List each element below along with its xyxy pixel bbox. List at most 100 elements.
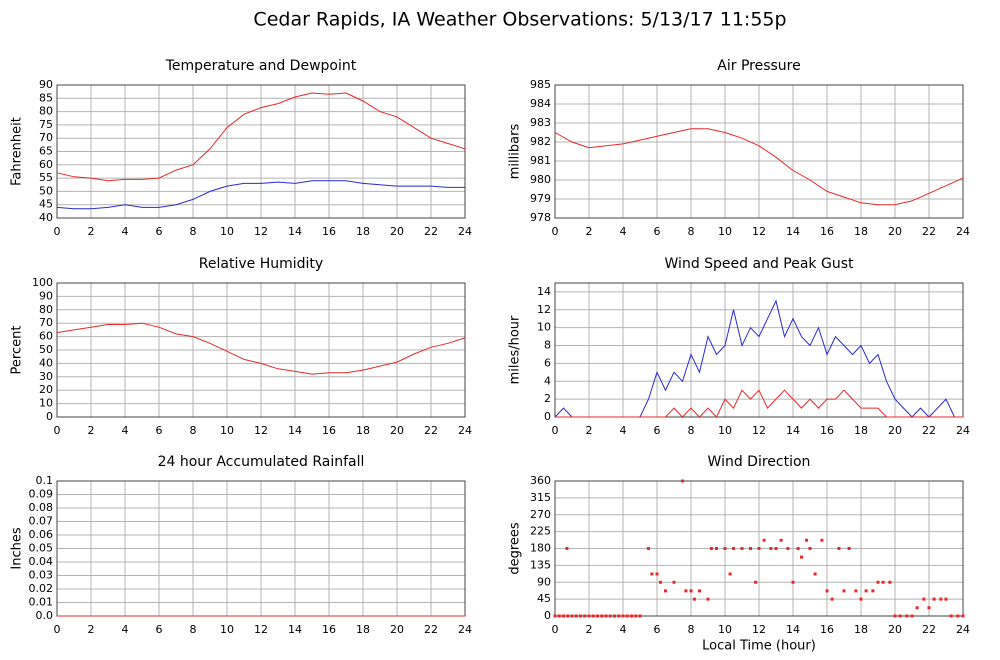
y-tick-label: 985 bbox=[530, 78, 551, 91]
x-tick-label: 0 bbox=[552, 623, 559, 636]
x-tick-label: 10 bbox=[718, 225, 732, 238]
x-tick-label: 20 bbox=[888, 225, 902, 238]
x-tick-label: 2 bbox=[586, 424, 593, 437]
y-tick-label: 0.0 bbox=[36, 609, 54, 622]
data-point bbox=[949, 614, 953, 618]
y-axis-label: Fahrenheit bbox=[10, 117, 25, 186]
x-tick-label: 10 bbox=[220, 225, 234, 238]
data-point bbox=[583, 614, 587, 618]
data-point bbox=[608, 614, 612, 618]
x-tick-label: 24 bbox=[956, 424, 970, 437]
data-line bbox=[56, 92, 466, 182]
data-point bbox=[910, 614, 914, 618]
data-point bbox=[762, 538, 766, 542]
x-tick-label: 12 bbox=[254, 623, 268, 636]
x-tick-label: 10 bbox=[718, 424, 732, 437]
x-tick-label: 0 bbox=[54, 623, 61, 636]
data-point bbox=[591, 614, 595, 618]
data-point bbox=[565, 547, 569, 550]
y-tick-label: 982 bbox=[530, 135, 551, 148]
x-tick-label: 12 bbox=[254, 225, 268, 238]
y-tick-label: 0.03 bbox=[29, 569, 54, 582]
x-tick-label: 18 bbox=[854, 225, 868, 238]
y-tick-label: 270 bbox=[530, 508, 551, 521]
x-tick-label: 6 bbox=[654, 424, 661, 437]
y-tick-label: 70 bbox=[39, 131, 53, 144]
x-tick-label: 8 bbox=[688, 225, 695, 238]
data-point bbox=[791, 580, 795, 584]
data-point bbox=[842, 589, 846, 593]
data-point bbox=[638, 614, 642, 618]
data-point bbox=[800, 555, 803, 559]
y-tick-label: 12 bbox=[537, 303, 551, 316]
data-point bbox=[871, 589, 875, 593]
data-point bbox=[664, 589, 667, 593]
data-point bbox=[625, 614, 629, 618]
x-tick-label: 12 bbox=[254, 424, 268, 437]
chart-title: Air Pressure bbox=[717, 58, 800, 74]
x-tick-label: 6 bbox=[156, 225, 163, 238]
x-tick-label: 20 bbox=[888, 424, 902, 437]
chart-title: Temperature and Dewpoint bbox=[165, 58, 357, 74]
x-tick-label: 22 bbox=[922, 424, 936, 437]
y-tick-label: 60 bbox=[39, 158, 53, 171]
y-tick-label: 70 bbox=[39, 316, 53, 329]
x-tick-label: 2 bbox=[88, 424, 95, 437]
x-tick-label: 18 bbox=[854, 424, 868, 437]
x-tick-label: 16 bbox=[820, 623, 834, 636]
data-point bbox=[796, 547, 800, 550]
data-point bbox=[647, 547, 650, 550]
data-point bbox=[927, 606, 931, 610]
x-tick-label: 22 bbox=[922, 623, 936, 636]
data-point bbox=[728, 572, 732, 576]
y-tick-label: 6 bbox=[544, 356, 551, 369]
data-line bbox=[554, 128, 964, 206]
y-tick-label: 180 bbox=[530, 542, 551, 555]
x-tick-label: 2 bbox=[88, 225, 95, 238]
y-axis-label: Inches bbox=[10, 527, 25, 569]
data-point bbox=[893, 614, 897, 618]
data-point bbox=[820, 538, 824, 542]
x-tick-label: 16 bbox=[322, 225, 336, 238]
data-point bbox=[630, 614, 633, 618]
y-tick-label: 80 bbox=[39, 105, 53, 118]
data-point bbox=[689, 589, 693, 593]
y-tick-label: 0.04 bbox=[29, 555, 54, 568]
x-tick-label: 0 bbox=[54, 225, 61, 238]
x-tick-label: 4 bbox=[620, 225, 627, 238]
x-axis-label: Local Time (hour) bbox=[702, 639, 816, 654]
data-point bbox=[684, 589, 688, 593]
x-tick-label: 10 bbox=[220, 623, 234, 636]
data-point bbox=[944, 597, 948, 601]
data-point bbox=[655, 572, 659, 576]
y-tick-label: 0 bbox=[46, 410, 53, 423]
chart-title: Wind Direction bbox=[708, 454, 811, 470]
data-point bbox=[621, 614, 625, 618]
data-point bbox=[715, 547, 718, 550]
data-point bbox=[617, 614, 621, 618]
y-tick-label: 0.05 bbox=[29, 542, 54, 555]
y-tick-label: 30 bbox=[39, 370, 53, 383]
x-tick-label: 0 bbox=[552, 424, 559, 437]
y-axis-label: millibars bbox=[508, 124, 523, 180]
x-tick-label: 4 bbox=[122, 225, 129, 238]
x-tick-label: 2 bbox=[88, 623, 95, 636]
data-point bbox=[709, 547, 713, 550]
y-tick-label: 100 bbox=[32, 276, 53, 289]
data-point bbox=[672, 580, 676, 584]
data-point bbox=[579, 614, 582, 618]
data-line bbox=[56, 322, 466, 375]
data-point bbox=[732, 547, 735, 550]
data-point bbox=[634, 614, 638, 618]
y-tick-label: 80 bbox=[39, 303, 53, 316]
plot-border bbox=[56, 84, 466, 219]
x-tick-label: 20 bbox=[390, 623, 404, 636]
x-tick-label: 22 bbox=[922, 225, 936, 238]
data-point bbox=[557, 614, 561, 618]
x-tick-label: 22 bbox=[424, 225, 438, 238]
y-tick-label: 135 bbox=[530, 558, 551, 571]
x-tick-label: 16 bbox=[820, 225, 834, 238]
x-tick-label: 0 bbox=[552, 225, 559, 238]
plot-border bbox=[554, 282, 964, 418]
